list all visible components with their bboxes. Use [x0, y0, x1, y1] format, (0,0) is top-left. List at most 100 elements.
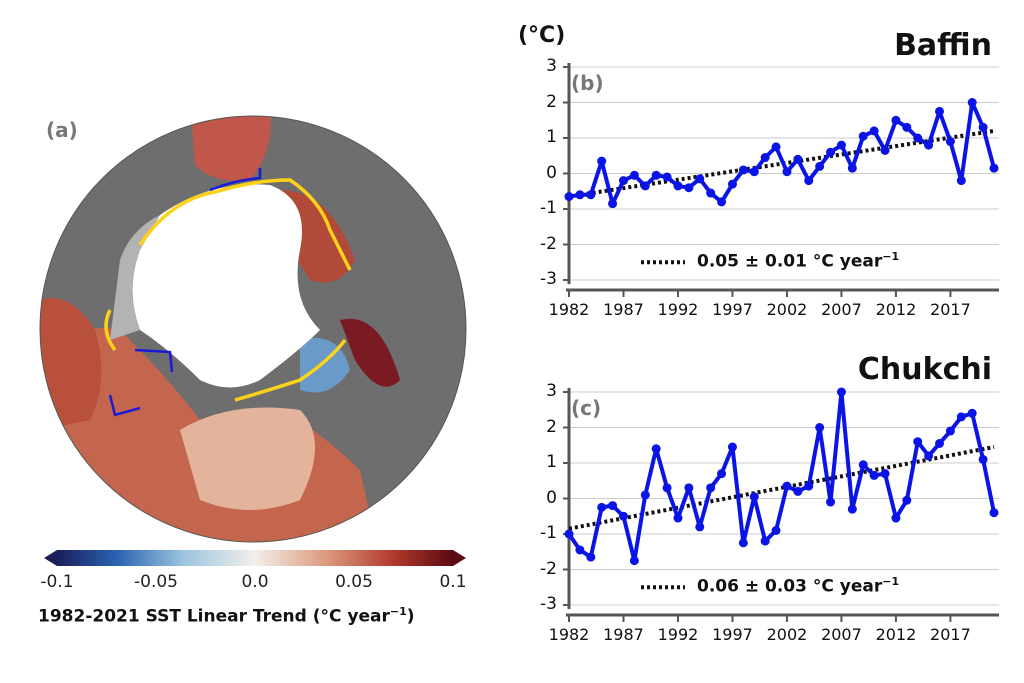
- legend-label: 0.05 ± 0.01 °C year−1: [697, 250, 899, 272]
- colorbar-tick-label: 0.05: [335, 572, 373, 592]
- chukchi-title: Chukchi: [857, 352, 992, 387]
- colorbar-tick-label: 0.1: [439, 572, 467, 592]
- data-point: [629, 556, 639, 566]
- y-tick-label: 2: [546, 91, 557, 112]
- data-point: [684, 183, 694, 193]
- x-tick-label: 1982: [548, 300, 590, 319]
- x-tick-label: 1987: [603, 300, 644, 319]
- data-point: [618, 176, 628, 186]
- data-point: [978, 454, 988, 464]
- data-point: [782, 167, 792, 177]
- colorbar-label: 1982-2021 SST Linear Trend (°C year−1): [38, 605, 415, 627]
- data-point: [651, 170, 661, 180]
- data-point: [640, 490, 650, 500]
- data-point: [651, 444, 661, 454]
- colorbar-tick-label: -0.05: [134, 572, 178, 592]
- legend-exponent: −1: [882, 575, 900, 589]
- data-point: [804, 176, 814, 186]
- data-point: [760, 153, 770, 163]
- data-point: [945, 426, 955, 436]
- colorbar-max-extend: [453, 550, 466, 566]
- data-point: [967, 98, 977, 107]
- y-tick-label: 3: [546, 381, 557, 401]
- data-point: [956, 176, 966, 186]
- series-line: [567, 390, 996, 563]
- data-point: [989, 163, 999, 173]
- colorbar-label-text: 1982-2021 SST Linear Trend (°C year: [38, 606, 390, 627]
- y-tick-label: 1: [546, 452, 557, 472]
- data-point: [902, 495, 912, 505]
- series-line: [568, 100, 996, 206]
- data-point: [858, 460, 868, 470]
- data-point: [684, 483, 694, 493]
- data-point: [891, 513, 901, 523]
- data-point: [913, 133, 923, 143]
- x-tick-label: 1987: [603, 625, 644, 644]
- data-point: [727, 442, 737, 452]
- data-point: [815, 161, 825, 171]
- data-point: [989, 508, 999, 518]
- baffin-y-unit-label: (°C): [518, 23, 566, 48]
- colorbar-tick-label: 0.0: [241, 572, 269, 592]
- x-tick-label: 2017: [930, 625, 971, 644]
- data-point: [815, 423, 825, 432]
- data-point: [608, 199, 618, 209]
- data-point: [945, 137, 955, 147]
- data-point: [760, 536, 770, 546]
- data-point: [935, 438, 945, 448]
- data-point: [706, 188, 716, 198]
- y-tick-label: 1: [546, 127, 557, 147]
- labrador-sea-field: [40, 298, 102, 430]
- y-tick-label: -1: [540, 523, 557, 543]
- y-tick-label: 3: [546, 56, 557, 76]
- x-tick-label: 1992: [657, 625, 699, 644]
- data-point: [673, 181, 683, 191]
- data-point: [695, 174, 705, 184]
- data-point: [793, 154, 803, 164]
- x-tick-label: 2002: [766, 300, 808, 319]
- data-point: [847, 504, 857, 514]
- x-tick-label: 1982: [548, 625, 590, 644]
- data-point: [935, 106, 945, 116]
- sea-ice-region: [132, 184, 320, 388]
- legend-text: 0.06 ± 0.03 °C year: [697, 576, 883, 597]
- legend-exponent: −1: [882, 250, 900, 264]
- data-point: [880, 469, 890, 479]
- y-tick-label: -3: [540, 594, 557, 614]
- data-point: [738, 165, 748, 175]
- chukchi-region-box: [209, 168, 262, 192]
- data-point: [956, 412, 966, 422]
- data-point: [826, 147, 836, 157]
- data-point: [673, 513, 683, 523]
- data-point: [564, 192, 574, 202]
- data-point: [924, 451, 934, 461]
- data-point: [847, 163, 857, 173]
- data-point: [727, 179, 737, 189]
- data-point: [967, 408, 977, 418]
- y-tick-label: -3: [540, 269, 557, 289]
- legend-label: 0.06 ± 0.03 °C year−1: [697, 575, 899, 597]
- data-point: [564, 529, 574, 539]
- data-point: [782, 481, 792, 491]
- data-point: [608, 501, 618, 511]
- data-point: [706, 483, 716, 493]
- x-tick-label: 2012: [875, 300, 917, 319]
- data-point: [618, 511, 628, 521]
- data-point: [586, 190, 596, 200]
- data-point: [597, 502, 607, 512]
- data-point: [869, 470, 879, 480]
- data-point: [793, 486, 803, 496]
- data-point: [749, 492, 759, 502]
- x-tick-label: 1997: [712, 625, 753, 644]
- data-point: [978, 122, 988, 132]
- trend-line: [568, 445, 995, 531]
- data-point: [575, 190, 585, 200]
- data-point: [771, 525, 781, 535]
- data-point: [804, 481, 814, 491]
- panel-letter-a: (a): [46, 118, 78, 142]
- data-point: [575, 545, 585, 555]
- colorbar-tick-label: -0.1: [40, 572, 74, 592]
- data-point: [902, 122, 912, 132]
- panel-letter: (b): [571, 71, 604, 95]
